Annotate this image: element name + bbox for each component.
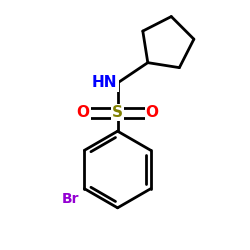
Text: Br: Br xyxy=(62,192,80,205)
Text: O: O xyxy=(146,105,159,120)
Text: HN: HN xyxy=(92,76,118,90)
Text: S: S xyxy=(112,105,123,120)
Text: O: O xyxy=(76,105,90,120)
